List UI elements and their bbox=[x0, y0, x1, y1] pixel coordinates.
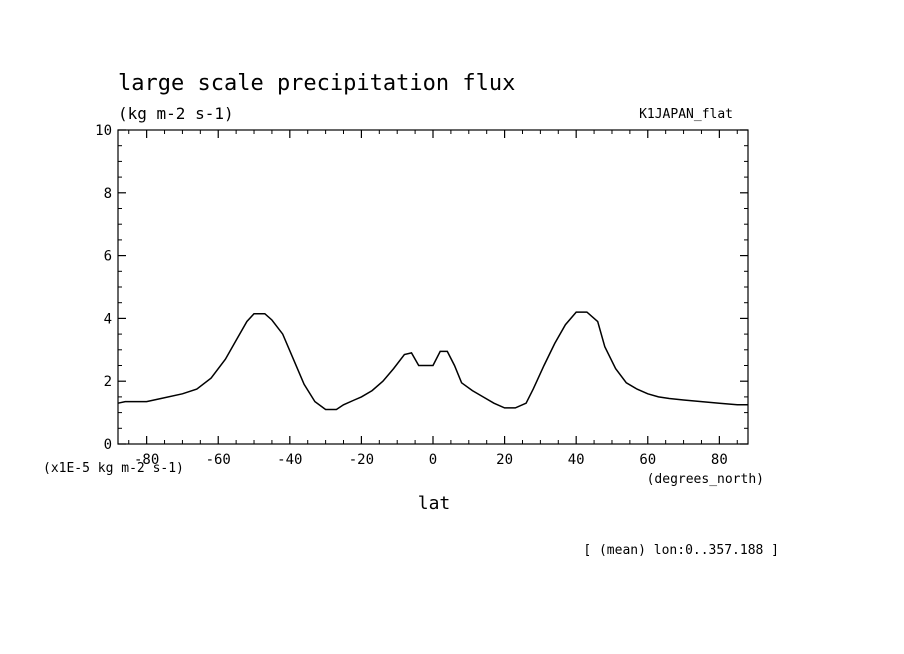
y-tick-label: 0 bbox=[104, 437, 112, 453]
x-tick-labels: -80 -60 -40 -20 0 20 40 60 80 bbox=[134, 452, 728, 468]
series-line bbox=[117, 311, 748, 411]
x-tick-label: 80 bbox=[711, 452, 728, 468]
dataset-label: K1JAPAN_flat bbox=[639, 107, 733, 122]
y-tick-label: 2 bbox=[104, 374, 112, 390]
x-tick-label: 60 bbox=[639, 452, 656, 468]
y-scale-label: (x1E-5 kg m-2 s-1) bbox=[43, 461, 184, 476]
x-tick-label: -20 bbox=[349, 452, 374, 468]
x-tick-label: 40 bbox=[568, 452, 585, 468]
y-tick-labels: 0 2 4 6 8 10 bbox=[95, 123, 112, 453]
y-tick-label: 8 bbox=[104, 186, 112, 202]
x-tick-label: -40 bbox=[277, 452, 302, 468]
y-tick-label: 6 bbox=[104, 249, 112, 265]
y-tick-label: 10 bbox=[95, 123, 112, 139]
plot-frame bbox=[117, 129, 749, 445]
y-tick-label: 4 bbox=[104, 311, 112, 327]
x-tick-label: 20 bbox=[496, 452, 513, 468]
footer-note: [ (mean) lon:0..357.188 ] bbox=[583, 543, 779, 558]
chart-title: large scale precipitation flux bbox=[118, 71, 515, 96]
x-axis-label: lat bbox=[418, 493, 451, 514]
x-tick-label: 0 bbox=[429, 452, 437, 468]
x-tick-label: -60 bbox=[206, 452, 231, 468]
x-tick-label: -80 bbox=[134, 452, 159, 468]
units-label: (kg m-2 s-1) bbox=[118, 104, 234, 123]
x-units-label: (degrees_north) bbox=[647, 472, 764, 487]
axis-ticks bbox=[118, 129, 748, 445]
